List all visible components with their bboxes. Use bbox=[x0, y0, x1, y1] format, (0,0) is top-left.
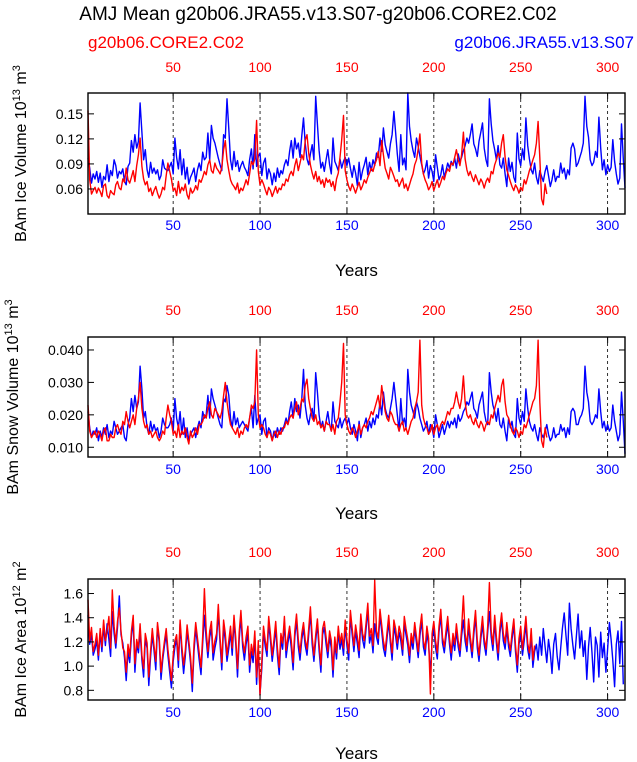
x-axis-label: Years bbox=[335, 504, 378, 523]
plot-frame bbox=[87, 336, 626, 458]
y-tick-label: 0.12 bbox=[56, 131, 83, 147]
x-tick-label-top: 100 bbox=[248, 302, 272, 318]
x-tick-label-top: 150 bbox=[335, 302, 359, 318]
y-axis-label-text: m bbox=[13, 71, 30, 89]
y-axis-label-exponent: 12 bbox=[11, 585, 23, 597]
x-axis-label: Years bbox=[335, 261, 378, 280]
y-axis-label-exponent: 2 bbox=[11, 561, 23, 567]
x-tick-label-bottom: 300 bbox=[596, 217, 620, 233]
x-tick-label-bottom: 200 bbox=[422, 704, 446, 720]
x-tick-label-bottom: 100 bbox=[248, 461, 272, 477]
x-tick-label-bottom: 50 bbox=[165, 461, 181, 477]
y-axis-label-exponent: 13 bbox=[3, 323, 15, 335]
y-tick-label: 0.030 bbox=[48, 374, 83, 390]
x-tick-label-top: 250 bbox=[509, 59, 533, 75]
x-tick-label-bottom: 200 bbox=[422, 217, 446, 233]
y-axis-label-text: BAm Ice Area 10 bbox=[13, 597, 30, 717]
y-tick-label: 1.0 bbox=[64, 658, 84, 674]
y-tick-label: 0.020 bbox=[48, 407, 83, 423]
x-tick-label-top: 250 bbox=[509, 544, 533, 560]
x-tick-label-bottom: 50 bbox=[165, 217, 181, 233]
x-tick-label-top: 100 bbox=[248, 59, 272, 75]
x-tick-label-bottom: 150 bbox=[335, 704, 359, 720]
y-axis-label: BAm Ice Area 1012 m2 bbox=[11, 561, 30, 717]
y-tick-label: 0.8 bbox=[64, 682, 84, 698]
x-tick-label-bottom: 300 bbox=[596, 461, 620, 477]
x-tick-label-top: 300 bbox=[596, 59, 620, 75]
series-line-blue bbox=[87, 92, 626, 189]
x-tick-label-bottom: 150 bbox=[335, 461, 359, 477]
y-axis-label-text: m bbox=[13, 568, 30, 586]
x-tick-label-bottom: 250 bbox=[509, 704, 533, 720]
x-tick-label-top: 50 bbox=[165, 59, 181, 75]
series-line-blue bbox=[87, 595, 624, 695]
y-axis-label-exponent: 3 bbox=[11, 65, 23, 71]
series-line-red bbox=[87, 579, 536, 696]
x-tick-label-bottom: 200 bbox=[422, 461, 446, 477]
y-tick-label: 0.09 bbox=[56, 156, 83, 172]
series-line-red bbox=[87, 339, 548, 448]
figure-title: AMJ Mean g20b06.JRA55.v13.S07-g20b06.COR… bbox=[79, 4, 556, 25]
x-tick-label-top: 200 bbox=[422, 544, 446, 560]
plot-frame bbox=[87, 578, 626, 701]
x-tick-label-top: 50 bbox=[165, 302, 181, 318]
y-tick-label: 0.06 bbox=[56, 181, 83, 197]
y-tick-label: 0.010 bbox=[48, 439, 83, 455]
y-axis-label-text: BAm Ice Volume 10 bbox=[13, 101, 30, 242]
y-tick-label: 1.6 bbox=[64, 586, 84, 602]
x-tick-label-bottom: 50 bbox=[165, 704, 181, 720]
y-axis-label: BAm Snow Volume 1013 m3 bbox=[3, 299, 22, 494]
x-axis-label: Years bbox=[335, 744, 378, 762]
y-tick-label: 0.15 bbox=[56, 106, 83, 122]
x-tick-label-bottom: 100 bbox=[248, 217, 272, 233]
y-axis-label: BAm Ice Volume 1013 m3 bbox=[11, 65, 30, 242]
panel-snow-volume: 0.010 0.020 0.030 0.040 50 50 100 100 150 150 200 2… bbox=[3, 299, 626, 523]
x-tick-label-top: 200 bbox=[422, 302, 446, 318]
x-tick-label-bottom: 300 bbox=[596, 704, 620, 720]
y-tick-label: 1.2 bbox=[64, 634, 84, 650]
x-tick-label-bottom: 250 bbox=[509, 461, 533, 477]
x-tick-label-top: 100 bbox=[248, 544, 272, 560]
panel-ice-volume: 0.06 0.09 0.12 0.15 50 50 100 100 150 150 200 200 25… bbox=[11, 59, 626, 280]
y-axis-label-text: m bbox=[5, 305, 22, 323]
x-tick-label-top: 50 bbox=[165, 544, 181, 560]
y-axis-label-exponent: 13 bbox=[11, 89, 23, 101]
x-tick-label-top: 300 bbox=[596, 302, 620, 318]
x-tick-label-bottom: 100 bbox=[248, 704, 272, 720]
plot-frame bbox=[87, 92, 626, 215]
y-axis-label-exponent: 3 bbox=[3, 299, 15, 305]
series-line-red bbox=[87, 110, 548, 206]
legend-blue-label: g20b06.JRA55.v13.S07 bbox=[454, 33, 634, 52]
x-tick-label-top: 150 bbox=[335, 544, 359, 560]
x-tick-label-top: 200 bbox=[422, 59, 446, 75]
x-tick-label-top: 150 bbox=[335, 59, 359, 75]
x-tick-label-top: 250 bbox=[509, 302, 533, 318]
y-axis-label-text: BAm Snow Volume 10 bbox=[5, 335, 22, 494]
y-tick-label: 1.4 bbox=[64, 610, 84, 626]
x-tick-label-top: 300 bbox=[596, 544, 620, 560]
y-tick-label: 0.040 bbox=[48, 342, 83, 358]
panel-ice-area: 0.8 1.0 1.2 1.4 1.6 50 50 100 100 150 150 200 200 250… bbox=[11, 544, 626, 762]
x-tick-label-bottom: 150 bbox=[335, 217, 359, 233]
legend-red-label: g20b06.CORE2.C02 bbox=[88, 33, 244, 52]
x-tick-label-bottom: 250 bbox=[509, 217, 533, 233]
